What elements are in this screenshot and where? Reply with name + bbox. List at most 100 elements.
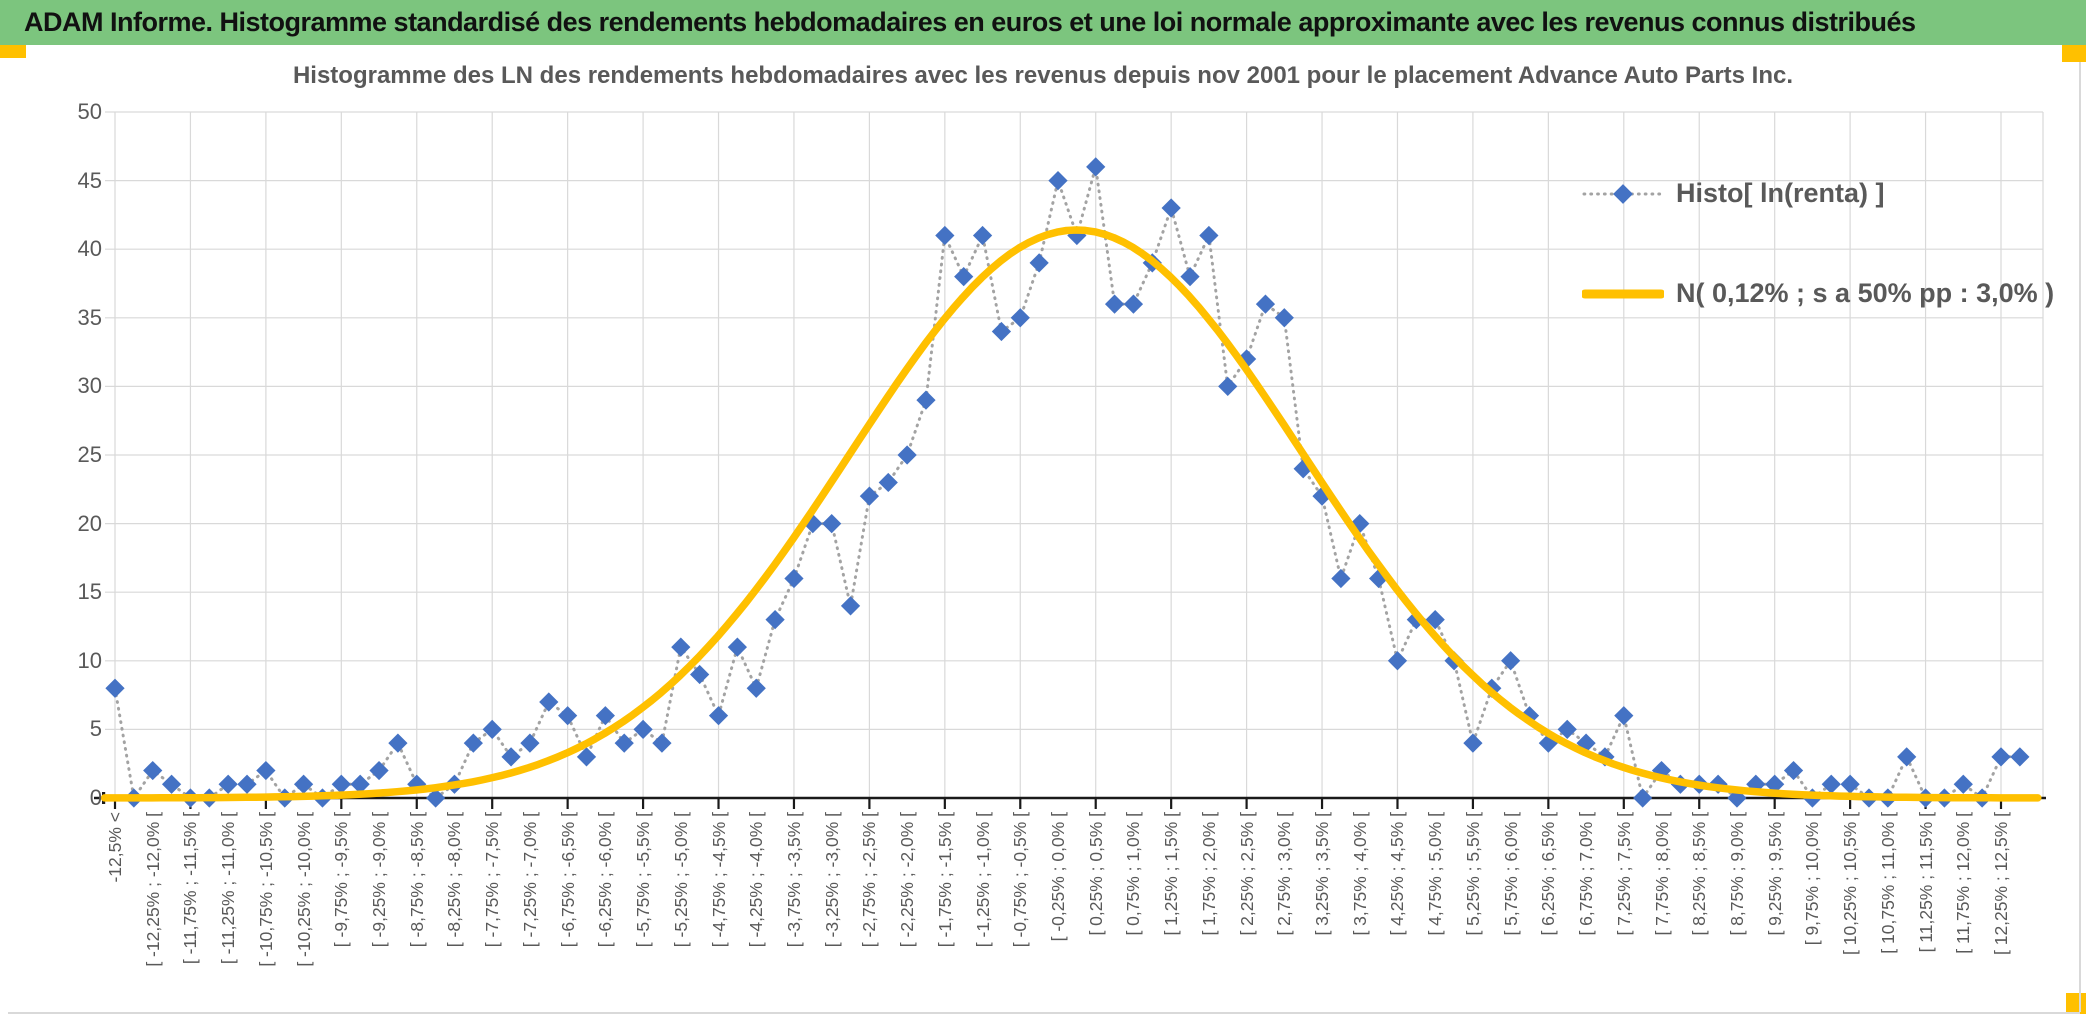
data-point-marker[interactable] xyxy=(501,747,521,767)
data-point-marker[interactable] xyxy=(633,719,653,740)
x-axis-label: [ 2,75% ; 3,0% [ xyxy=(1274,812,1295,936)
y-axis-label: 45 xyxy=(77,167,102,193)
legend-yellow-line-icon xyxy=(1582,289,1664,298)
data-point-marker[interactable] xyxy=(784,568,804,589)
data-point-marker[interactable] xyxy=(652,733,672,753)
data-point-marker[interactable] xyxy=(1123,294,1144,314)
data-point-marker[interactable] xyxy=(1614,706,1634,726)
data-point-marker[interactable] xyxy=(1463,733,1483,753)
data-point-marker[interactable] xyxy=(237,774,257,794)
x-axis-label: [ 5,25% ; 5,5% [ xyxy=(1462,812,1483,936)
data-point-marker[interactable] xyxy=(765,610,785,630)
data-point-marker[interactable] xyxy=(369,760,389,781)
data-point-marker[interactable] xyxy=(576,747,597,767)
x-axis-label: [ -3,75% ; -3,5% [ xyxy=(783,812,804,948)
data-point-marker[interactable] xyxy=(1840,774,1860,794)
data-point-marker[interactable] xyxy=(859,486,880,506)
x-axis-label: [ 3,25% ; 3,5% [ xyxy=(1312,812,1333,936)
x-axis-label: [ -11,75% ; -11,5% [ xyxy=(180,812,201,965)
legend-label-histogram: Histo[ ln(renta) ] xyxy=(1676,178,1885,208)
data-point-marker[interactable] xyxy=(746,678,766,698)
data-point-marker[interactable] xyxy=(1048,170,1068,191)
x-axis-label: [ -0,75% ; -0,5% [ xyxy=(1010,812,1031,948)
data-point-marker[interactable] xyxy=(388,733,408,753)
data-point-marker[interactable] xyxy=(331,774,351,794)
x-axis-label: [ -10,75% ; -10,5% [ xyxy=(255,812,276,967)
normal-curve[interactable] xyxy=(100,226,2042,802)
data-point-marker[interactable] xyxy=(2010,747,2030,767)
x-axis-label: [ -7,25% ; -7,0% [ xyxy=(519,812,540,948)
data-point-marker[interactable] xyxy=(558,706,578,726)
data-point-marker[interactable] xyxy=(935,225,955,246)
legend-label-normal: N( 0,12% ; s a 50% pp : 3,0% ) xyxy=(1676,278,2055,308)
data-point-marker[interactable] xyxy=(897,445,917,465)
legend-dotted-diamond-icon xyxy=(1582,183,1664,204)
data-point-marker[interactable] xyxy=(1387,651,1408,671)
x-axis-label: [ 11,25% ; 11,5% [ xyxy=(1915,812,1936,953)
x-axis-label: [ -5,75% ; -5,5% [ xyxy=(633,812,654,948)
x-axis-label: [ -4,25% ; -4,0% [ xyxy=(746,812,767,948)
data-point-marker[interactable] xyxy=(1161,198,1181,218)
data-point-marker[interactable] xyxy=(690,664,710,685)
data-point-marker[interactable] xyxy=(1783,760,1804,781)
y-axis-label: 25 xyxy=(77,442,102,467)
x-axis-label: [ 7,25% ; 7,5% [ xyxy=(1613,812,1634,936)
y-axis-label: 10 xyxy=(77,647,102,673)
data-point-marker[interactable] xyxy=(727,637,747,657)
data-point-marker[interactable] xyxy=(1104,294,1125,314)
data-point-marker[interactable] xyxy=(161,774,182,794)
x-axis-label: [ 1,25% ; 1,5% [ xyxy=(1161,812,1182,936)
data-point-marker[interactable] xyxy=(1029,253,1049,273)
data-point-marker[interactable] xyxy=(671,637,691,657)
legend-entry-normal[interactable]: N( 0,12% ; s a 50% pp : 3,0% ) xyxy=(1582,278,2054,309)
data-point-marker[interactable] xyxy=(972,225,993,246)
x-axis-label: [ -9,25% ; -9,0% [ xyxy=(369,812,390,948)
data-point-marker[interactable] xyxy=(293,774,314,794)
data-point-marker[interactable] xyxy=(991,321,1012,342)
x-axis-label: [ 2,25% ; 2,5% [ xyxy=(1236,812,1257,936)
data-point-marker[interactable] xyxy=(822,513,842,534)
data-point-marker[interactable] xyxy=(954,267,974,287)
histogram-dotted-line xyxy=(113,166,2022,802)
x-axis-label: [ -9,75% ; -9,5% [ xyxy=(331,812,352,948)
data-point-marker[interactable] xyxy=(840,596,861,616)
data-point-marker[interactable] xyxy=(1633,788,1653,808)
data-point-marker[interactable] xyxy=(878,472,898,493)
data-point-marker[interactable] xyxy=(1425,610,1445,630)
data-point-marker[interactable] xyxy=(1086,157,1106,177)
x-axis-label: [ 9,75% ; 10,0% [ xyxy=(1802,812,1823,946)
x-axis-label: [ 10,25% ; 10,5% [ xyxy=(1840,812,1861,956)
data-point-marker[interactable] xyxy=(426,788,446,808)
x-axis-label: [ -3,25% ; -3,0% [ xyxy=(821,812,842,948)
selection-accent-top-right xyxy=(2062,45,2086,62)
data-point-marker[interactable] xyxy=(1255,294,1276,314)
data-point-marker[interactable] xyxy=(1010,308,1030,328)
data-point-marker[interactable] xyxy=(595,706,615,726)
data-point-marker[interactable] xyxy=(1218,376,1238,397)
data-point-marker[interactable] xyxy=(708,706,729,726)
y-axis-label: 5 xyxy=(89,716,102,742)
data-point-marker[interactable] xyxy=(520,733,540,753)
data-point-marker[interactable] xyxy=(105,678,125,698)
data-point-marker[interactable] xyxy=(350,774,370,794)
data-point-marker[interactable] xyxy=(1180,267,1200,287)
data-point-marker[interactable] xyxy=(1897,747,1917,767)
legend-entry-histogram[interactable]: Histo[ ln(renta) ] xyxy=(1582,178,1885,209)
x-axis-label: [ 6,75% ; 7,0% [ xyxy=(1576,812,1597,936)
data-point-marker[interactable] xyxy=(1199,225,1219,246)
data-point-marker[interactable] xyxy=(463,733,483,753)
data-point-marker[interactable] xyxy=(539,692,559,712)
data-point-marker[interactable] xyxy=(218,774,238,794)
data-point-marker[interactable] xyxy=(1953,774,1973,794)
data-point-marker[interactable] xyxy=(1501,651,1521,671)
data-point-marker[interactable] xyxy=(916,390,936,410)
data-point-marker[interactable] xyxy=(1274,308,1294,328)
data-point-marker[interactable] xyxy=(1991,747,2011,767)
x-axis-label: [ -2,75% ; -2,5% [ xyxy=(859,812,880,948)
data-point-marker[interactable] xyxy=(1821,774,1841,794)
selection-accent-bottom-right xyxy=(2066,993,2086,1014)
data-point-marker[interactable] xyxy=(1331,568,1351,589)
data-point-marker[interactable] xyxy=(614,733,634,753)
data-point-marker[interactable] xyxy=(143,760,163,781)
